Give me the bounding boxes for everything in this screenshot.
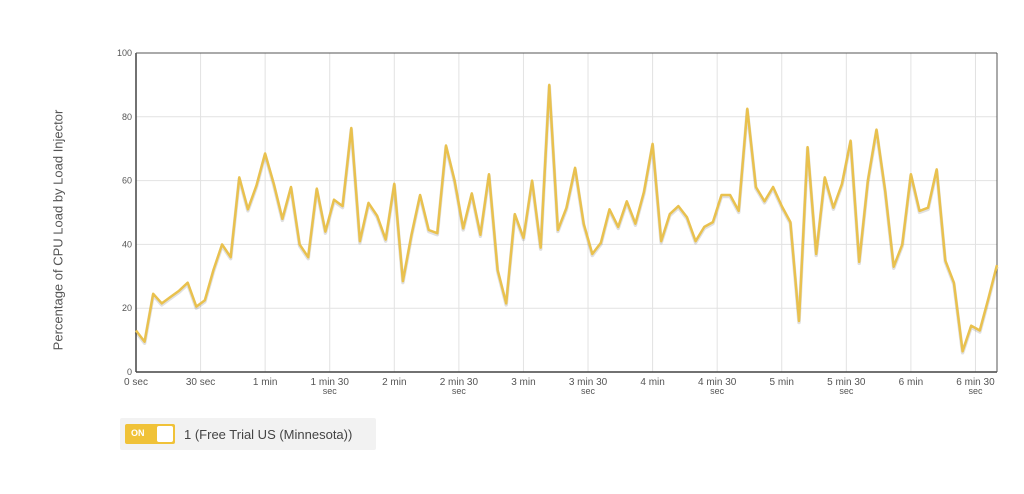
y-tick-label: 60 <box>122 176 132 186</box>
toggle-on-label: ON <box>131 428 145 438</box>
y-tick-label: 20 <box>122 303 132 313</box>
x-tick-label: sec <box>323 386 338 396</box>
x-tick-label: 5 min <box>770 377 794 388</box>
x-tick-label: sec <box>581 386 596 396</box>
y-tick-label: 40 <box>122 239 132 249</box>
legend: ON 1 (Free Trial US (Minnesota)) <box>120 418 376 450</box>
series-toggle[interactable]: ON <box>125 424 175 444</box>
x-tick-label: 6 min 30 <box>956 377 995 388</box>
series-layer <box>134 83 999 355</box>
x-tick-label: 1 min 30 <box>311 377 350 388</box>
y-tick-label: 80 <box>122 112 132 122</box>
x-tick-label: 1 min <box>253 377 277 388</box>
y-axis-title: Percentage of CPU Load by Load Injector <box>50 109 66 351</box>
x-tick-label: sec <box>839 386 854 396</box>
x-tick-label: sec <box>452 386 467 396</box>
x-tick-label: 0 sec <box>124 377 148 388</box>
y-tick-label: 100 <box>117 48 132 58</box>
x-tick-label: 3 min 30 <box>569 377 608 388</box>
axes <box>135 52 998 373</box>
y-tick-label: 0 <box>127 367 132 377</box>
x-tick-label: 4 min 30 <box>698 377 737 388</box>
toggle-knob <box>157 426 173 442</box>
x-tick-label: 2 min 30 <box>440 377 479 388</box>
x-tick-label: sec <box>710 386 725 396</box>
x-tick-label: 5 min 30 <box>827 377 866 388</box>
x-tick-label: sec <box>968 386 983 396</box>
x-tick-label: 3 min <box>511 377 535 388</box>
x-tick-label: 6 min <box>899 377 923 388</box>
series-line <box>135 83 999 353</box>
x-tick-label: 4 min <box>640 377 664 388</box>
x-tick-label: 2 min <box>382 377 406 388</box>
x-tick-label: 30 sec <box>186 377 215 388</box>
legend-series-label: 1 (Free Trial US (Minnesota)) <box>184 426 353 442</box>
